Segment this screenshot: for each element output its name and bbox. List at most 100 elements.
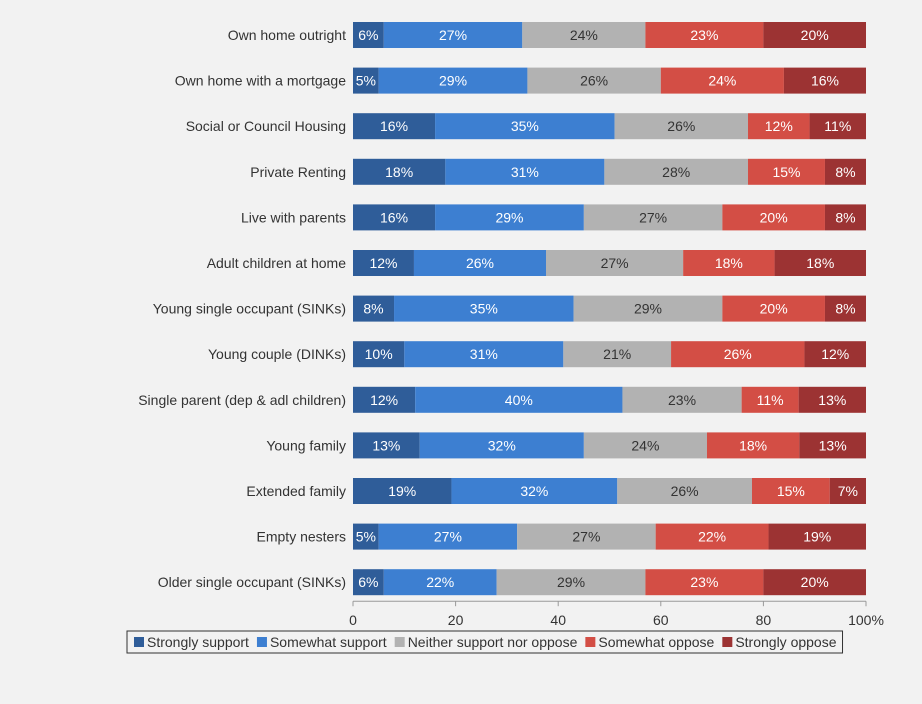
data-label: 18% <box>806 255 834 271</box>
bar-segment <box>799 432 866 459</box>
category-label: Single parent (dep & adl children) <box>138 392 346 408</box>
x-tick-label: 100% <box>848 612 884 628</box>
data-label: 8% <box>835 209 855 225</box>
bar-segment <box>378 67 528 94</box>
bar-segment <box>353 569 384 596</box>
data-label: 26% <box>671 483 699 499</box>
stacked-bar-chart: Own home outright 6% 27% 24% 23% 20% Own home … <box>126 22 884 654</box>
data-label: 20% <box>760 301 788 317</box>
data-label: 24% <box>708 73 736 89</box>
data-label: 29% <box>634 301 662 317</box>
bar-segment <box>353 113 436 140</box>
data-label: 19% <box>388 483 416 499</box>
category-label: Adult children at home <box>207 255 347 271</box>
bar-segment <box>353 204 436 231</box>
data-label: 18% <box>739 437 767 453</box>
legend-frame <box>126 630 844 654</box>
data-label: 6% <box>358 27 378 43</box>
data-label: 22% <box>426 574 454 590</box>
data-label: 31% <box>511 164 539 180</box>
chart-area: Own home outright 6% 27% 24% 23% 20% Own home … <box>10 0 920 680</box>
data-label: 21% <box>603 346 631 362</box>
data-label: 23% <box>690 574 718 590</box>
category-label: Live with parents <box>241 209 346 225</box>
bar-segment <box>671 341 805 368</box>
bar-segment <box>353 478 452 504</box>
data-label: 35% <box>511 118 539 134</box>
data-label: 26% <box>580 73 608 89</box>
data-label: 26% <box>667 118 695 134</box>
bar-segment <box>353 22 384 48</box>
bar-segment <box>435 204 584 231</box>
category-label: Young couple (DINKs) <box>208 346 346 362</box>
bar-segment <box>617 478 752 504</box>
bar-segment <box>763 22 866 48</box>
bar-segment <box>824 295 866 322</box>
data-label: 27% <box>639 209 667 225</box>
data-label: 20% <box>801 574 829 590</box>
data-label: 20% <box>760 209 788 225</box>
legend-label: Somewhat support <box>270 634 387 650</box>
bar-segment <box>445 158 605 185</box>
bar-segment <box>645 22 764 48</box>
bar-segment <box>353 158 446 185</box>
data-label: 19% <box>803 529 831 545</box>
data-label: 23% <box>690 27 718 43</box>
data-label: 27% <box>434 529 462 545</box>
data-label: 13% <box>372 437 400 453</box>
category-label: Young family <box>266 437 346 453</box>
bar-segment <box>824 204 866 231</box>
data-label: 29% <box>557 574 585 590</box>
bar-segment <box>404 341 564 368</box>
bar-segment <box>546 250 684 276</box>
legend-label: Strongly oppose <box>735 634 836 650</box>
data-label: 20% <box>801 27 829 43</box>
data-label: 26% <box>724 346 752 362</box>
data-label: 26% <box>466 255 494 271</box>
bar-segment <box>683 250 775 276</box>
legend-swatch <box>394 637 405 647</box>
data-label: 7% <box>838 483 858 499</box>
legend-swatch <box>256 637 267 647</box>
data-label: 24% <box>631 437 659 453</box>
data-label: 8% <box>835 164 855 180</box>
bar-segment <box>655 523 769 550</box>
bar-segment <box>763 569 866 596</box>
x-tick-label: 80 <box>756 612 772 628</box>
bar-segment <box>660 67 784 94</box>
data-label: 18% <box>385 164 413 180</box>
x-tick-label: 0 <box>349 612 357 628</box>
bar-segment <box>573 295 723 322</box>
bar-segment <box>353 250 414 276</box>
bar-segment <box>383 569 497 596</box>
data-label: 27% <box>601 255 629 271</box>
data-label: 11% <box>824 118 851 134</box>
bar-segment <box>824 158 866 185</box>
legend-swatch <box>134 637 144 647</box>
data-label: 15% <box>777 483 805 499</box>
data-label: 12% <box>369 255 397 271</box>
bar-segment <box>583 204 723 231</box>
category-label: Extended family <box>246 483 346 499</box>
data-label: 6% <box>358 574 378 590</box>
bar-segment <box>522 22 646 48</box>
bar-segment <box>829 478 866 504</box>
bar-segment <box>353 523 379 550</box>
bar-segment <box>413 250 547 276</box>
data-label: 29% <box>439 73 467 89</box>
bar-segment <box>783 67 866 94</box>
category-label: Older single occupant (SINKs) <box>158 574 346 590</box>
data-label: 31% <box>470 346 498 362</box>
bar-segment <box>435 113 615 140</box>
data-label: 8% <box>835 301 855 317</box>
data-label: 16% <box>380 209 408 225</box>
x-tick-label: 60 <box>653 612 669 628</box>
bar-segment <box>706 432 800 459</box>
data-label: 32% <box>520 483 548 499</box>
data-label: 11% <box>757 392 784 408</box>
bar-segment <box>804 341 866 368</box>
data-label: 40% <box>505 392 533 408</box>
x-tick-label: 20 <box>448 612 464 628</box>
data-label: 10% <box>365 346 393 362</box>
data-label: 13% <box>819 437 847 453</box>
